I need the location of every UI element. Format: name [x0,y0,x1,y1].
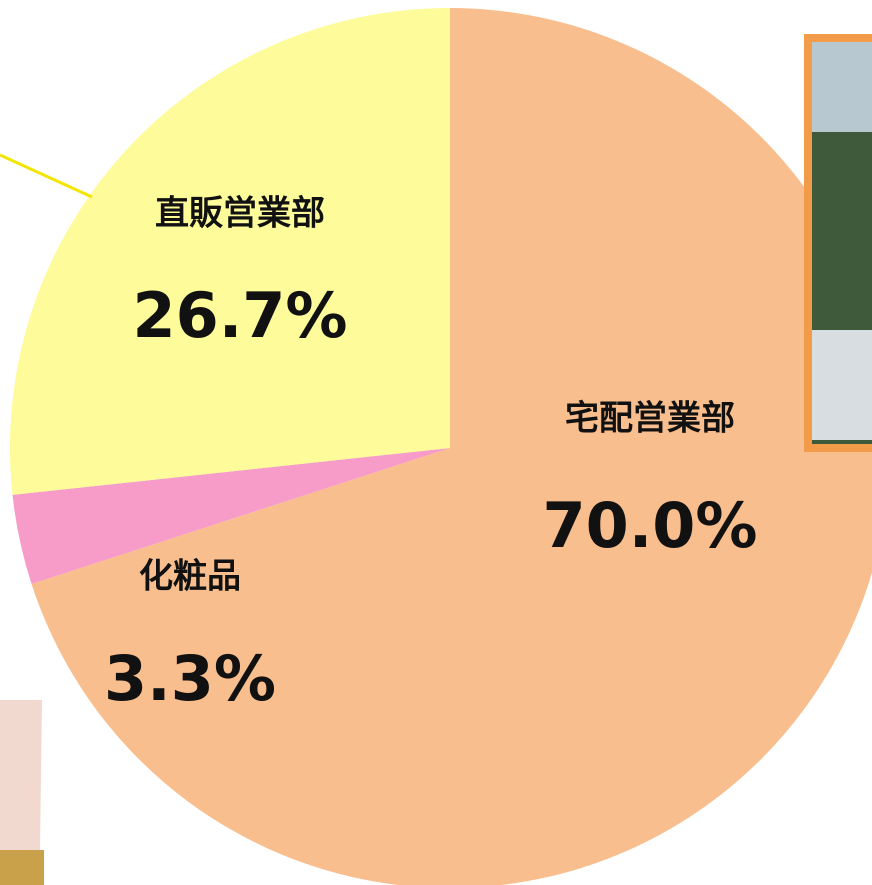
slice-name: 化粧品 [139,557,241,597]
slice-name: 直販営業部 [155,194,325,234]
pie [10,8,872,885]
chart: 宅配営業部 70.0% 化粧品 3.3% 直販営業部 26.7% [0,0,872,885]
slice-value: 3.3% [104,642,276,715]
pie-slice [10,8,450,495]
slice-name: 宅配営業部 [565,399,735,439]
product-image [0,700,44,885]
leader-line [0,155,92,197]
slice-value: 26.7% [132,279,347,352]
slice-value: 70.0% [542,489,757,562]
photo [808,38,872,448]
